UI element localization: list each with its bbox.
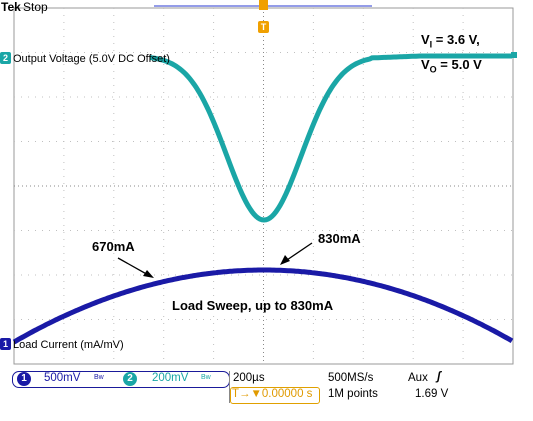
ch2-right-marker: [511, 52, 517, 58]
vo-symbol: V: [421, 56, 430, 72]
arrow-left: [117, 257, 151, 277]
ch1-level-marker[interactable]: 1: [0, 338, 11, 350]
trigger-position-marker[interactable]: [259, 0, 268, 18]
ch1-badge[interactable]: 1: [17, 372, 31, 386]
ch2-label: Output Voltage (5.0V DC Offset): [13, 53, 170, 65]
timebase-box[interactable]: [229, 371, 458, 403]
vi-subscript: I: [429, 39, 433, 50]
right-current-label: 830mA: [318, 231, 361, 246]
left-current-label: 670mA: [92, 239, 135, 254]
trigger-slope[interactable]: ʃ: [437, 371, 441, 383]
sweep-label: Load Sweep, up to 830mA: [172, 298, 334, 313]
status-bar: 1 500mV Bw 2 200mV Bw 200µs 500MS/s Aux …: [0, 369, 533, 421]
timebase[interactable]: 200µs: [233, 372, 265, 384]
ch1-bandwidth: Bw: [94, 374, 104, 381]
vi-value: = 3.6 V,: [432, 32, 480, 47]
ch1-label: Load Current (mA/mV): [13, 339, 124, 351]
arrow-left-head: [143, 270, 154, 278]
brand-logo: Tek: [1, 0, 21, 14]
trigger-position[interactable]: T→▼0.00000 s: [232, 388, 313, 400]
ch1-scale[interactable]: 500mV: [44, 372, 81, 384]
ch2-bandwidth: Bw: [201, 374, 211, 381]
ch1-waveform: [12, 267, 514, 345]
record-length: 1M points: [328, 388, 378, 400]
sample-rate: 500MS/s: [328, 372, 374, 384]
trigger-position-box[interactable]: [230, 387, 320, 404]
ch2-badge[interactable]: 2: [123, 372, 137, 386]
trigger-source[interactable]: Aux: [408, 372, 428, 384]
vi-symbol: V: [421, 32, 430, 47]
arrow-right: [283, 242, 313, 263]
trigger-level[interactable]: 1.69 V: [415, 388, 449, 400]
acquisition-state: Stop: [23, 0, 48, 14]
vo-value: = 5.0 V: [436, 56, 482, 72]
ch2-level-marker[interactable]: 2: [0, 52, 11, 64]
arrow-right-head: [280, 255, 290, 265]
ch2-scale[interactable]: 200mV: [152, 372, 189, 384]
voltage-annotation: VI = 3.6 V, VO = 5.0 V: [421, 30, 482, 79]
ch2-waveform: [149, 53, 512, 223]
vo-subscript: O: [429, 64, 437, 75]
trigger-t-marker[interactable]: T: [258, 21, 269, 33]
